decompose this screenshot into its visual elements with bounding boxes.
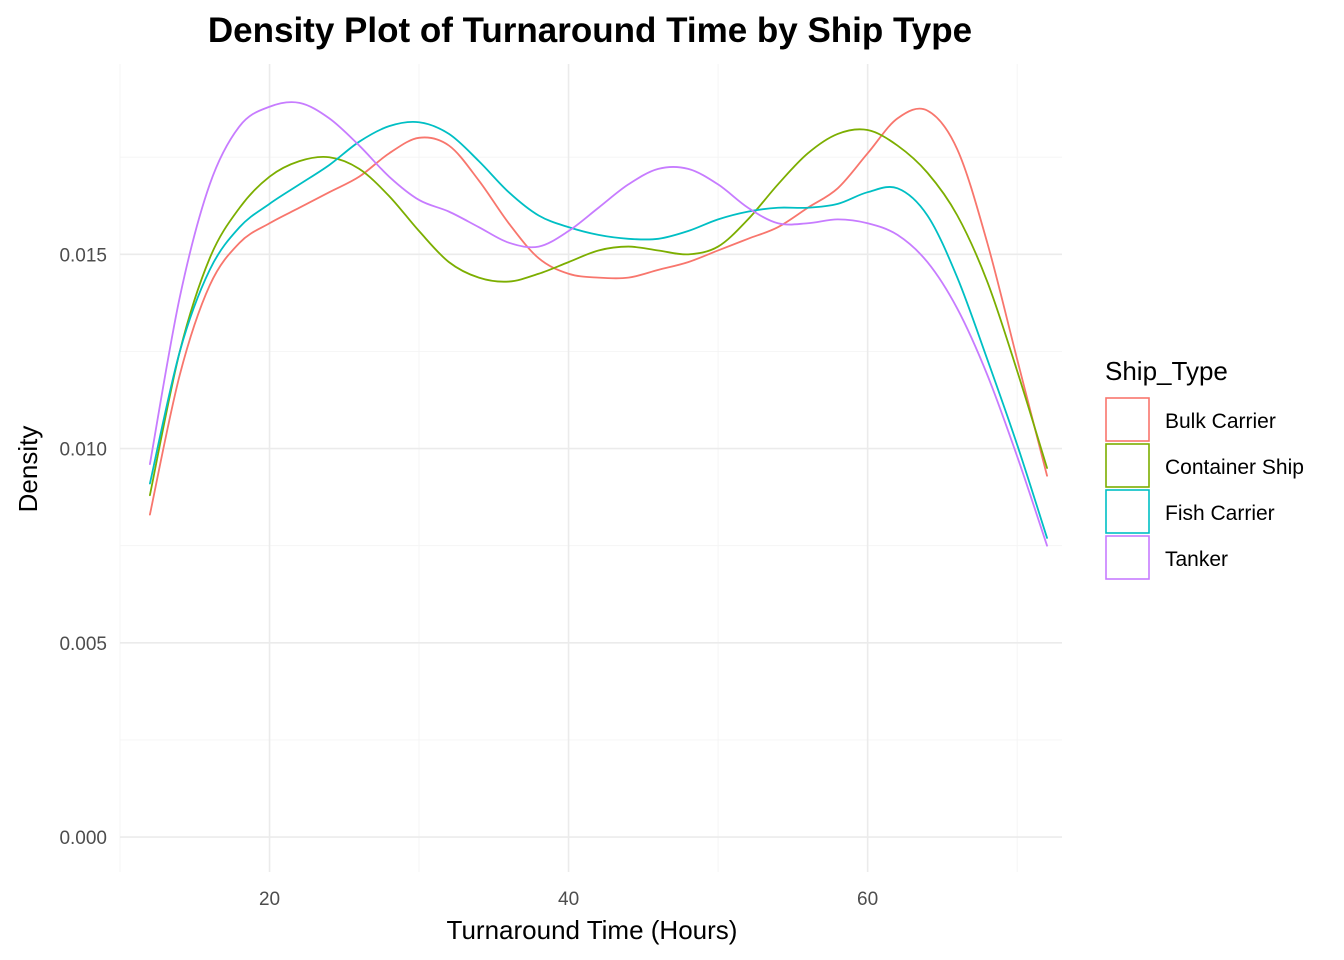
legend-key-container-ship <box>1105 443 1150 488</box>
legend-label-fish-carrier: Fish Carrier <box>1165 502 1275 525</box>
x-tick-label: 60 <box>857 889 878 910</box>
density-line-container-ship <box>149 128 1048 497</box>
legend-key-tanker <box>1105 535 1150 580</box>
grid <box>119 64 1062 872</box>
legend-items: Bulk Carrier Container Ship Fish Carrier Ta… <box>1105 397 1304 580</box>
y-tick-label: 0.000 <box>59 828 107 849</box>
legend-label-tanker: Tanker <box>1165 548 1228 571</box>
x-axis-title: Turnaround Time (Hours) <box>447 915 738 945</box>
legend-label-container-ship: Container Ship <box>1165 456 1304 479</box>
x-tick-label: 40 <box>558 889 579 910</box>
legend-key-fish-carrier <box>1105 489 1150 534</box>
legend-item-fish-carrier: Fish Carrier <box>1105 489 1275 534</box>
x-axis-ticks: 20 40 60 <box>259 889 878 910</box>
legend-item-tanker: Tanker <box>1105 535 1228 580</box>
y-tick-label: 0.005 <box>59 634 107 655</box>
legend-title: Ship_Type <box>1105 356 1228 386</box>
legend-key-bulk-carrier <box>1105 397 1150 442</box>
y-tick-label: 0.015 <box>59 245 107 266</box>
chart-title: Density Plot of Turnaround Time by Ship … <box>208 11 972 50</box>
legend: Ship_Type Bulk Carrier Container Ship Fish… <box>1105 356 1304 580</box>
y-axis-ticks: 0.000 0.005 0.010 0.015 <box>59 245 107 849</box>
legend-label-bulk-carrier: Bulk Carrier <box>1165 410 1276 433</box>
series-layer <box>149 101 1048 547</box>
density-line-bulk-carrier <box>149 107 1048 516</box>
legend-item-container-ship: Container Ship <box>1105 443 1304 488</box>
legend-item-bulk-carrier: Bulk Carrier <box>1105 397 1276 442</box>
y-tick-label: 0.010 <box>59 440 107 461</box>
x-tick-label: 20 <box>259 889 280 910</box>
density-line-fish-carrier <box>149 120 1048 539</box>
density-line-tanker <box>149 101 1048 547</box>
y-axis-title: Density <box>13 426 43 513</box>
